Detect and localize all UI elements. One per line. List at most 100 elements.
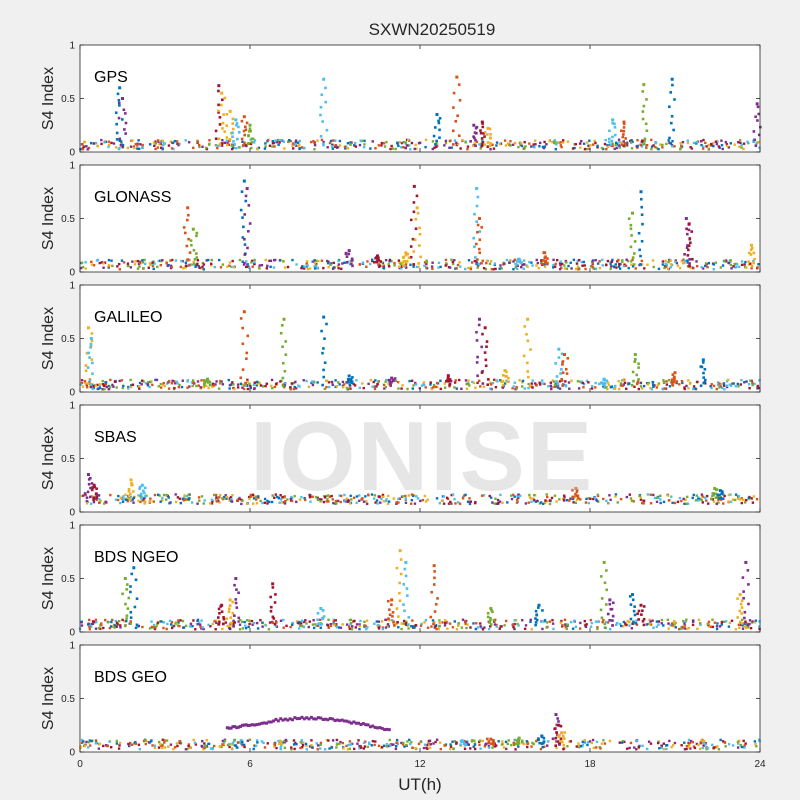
data-point bbox=[498, 627, 501, 630]
data-point bbox=[416, 211, 420, 215]
data-point bbox=[98, 261, 101, 265]
data-point bbox=[643, 139, 646, 142]
data-point bbox=[752, 130, 756, 133]
data-point bbox=[600, 146, 604, 150]
data-point bbox=[134, 578, 138, 582]
data-point bbox=[147, 380, 150, 384]
data-point bbox=[189, 622, 193, 626]
data-point bbox=[409, 218, 413, 222]
data-point bbox=[405, 620, 408, 624]
data-point bbox=[603, 581, 607, 585]
data-point bbox=[430, 625, 433, 628]
data-point bbox=[439, 747, 443, 751]
data-point bbox=[480, 226, 484, 229]
data-point bbox=[456, 114, 459, 118]
data-point bbox=[551, 379, 555, 382]
data-point bbox=[512, 385, 515, 388]
data-point bbox=[121, 97, 124, 100]
data-point bbox=[190, 263, 194, 266]
data-point bbox=[170, 258, 174, 262]
data-point bbox=[276, 138, 280, 142]
data-point bbox=[646, 383, 650, 386]
data-point bbox=[630, 139, 633, 142]
data-point bbox=[223, 96, 227, 100]
data-point bbox=[416, 497, 420, 500]
data-point bbox=[187, 497, 190, 501]
data-point bbox=[751, 383, 754, 387]
data-point bbox=[668, 385, 672, 388]
data-point bbox=[392, 379, 395, 383]
data-point bbox=[608, 494, 611, 497]
data-point bbox=[609, 498, 612, 502]
data-point bbox=[273, 745, 276, 748]
data-point bbox=[284, 353, 288, 356]
data-point bbox=[520, 266, 523, 269]
data-point bbox=[598, 266, 602, 270]
data-point bbox=[350, 257, 354, 261]
data-point bbox=[721, 386, 724, 390]
data-point bbox=[610, 260, 614, 263]
data-point bbox=[654, 145, 657, 149]
data-point bbox=[427, 742, 430, 745]
data-point bbox=[638, 248, 641, 252]
data-point bbox=[448, 378, 452, 381]
data-point bbox=[187, 743, 191, 746]
data-point bbox=[718, 382, 721, 385]
data-point bbox=[107, 265, 110, 268]
data-point bbox=[335, 746, 338, 749]
data-point bbox=[452, 143, 455, 146]
data-point bbox=[373, 387, 377, 391]
data-point bbox=[721, 740, 725, 743]
data-point bbox=[388, 738, 391, 742]
data-point bbox=[117, 262, 121, 266]
data-point bbox=[631, 370, 635, 374]
data-point bbox=[219, 605, 222, 608]
data-point bbox=[398, 591, 401, 595]
data-point bbox=[239, 317, 243, 320]
data-point bbox=[453, 259, 456, 262]
data-point bbox=[613, 384, 617, 388]
data-point bbox=[136, 144, 139, 147]
data-point bbox=[137, 494, 140, 497]
data-point bbox=[233, 621, 237, 624]
data-point bbox=[523, 387, 526, 390]
data-point bbox=[185, 494, 189, 498]
data-point bbox=[584, 624, 587, 627]
data-point bbox=[336, 499, 340, 503]
data-point bbox=[266, 742, 269, 745]
data-point bbox=[565, 372, 569, 375]
data-point bbox=[363, 745, 367, 748]
data-point bbox=[464, 493, 467, 497]
data-point bbox=[671, 373, 675, 376]
data-point bbox=[284, 499, 287, 503]
data-point bbox=[512, 260, 515, 263]
data-point bbox=[93, 485, 96, 489]
data-point bbox=[341, 386, 345, 389]
arc-point bbox=[357, 721, 361, 725]
data-point bbox=[331, 739, 335, 742]
data-point bbox=[476, 195, 480, 199]
data-point bbox=[410, 379, 414, 383]
data-point bbox=[692, 745, 696, 748]
data-point bbox=[474, 138, 477, 142]
data-point bbox=[594, 386, 597, 389]
data-point bbox=[293, 747, 296, 751]
data-point bbox=[81, 143, 84, 146]
data-point bbox=[152, 626, 156, 629]
data-point bbox=[574, 143, 577, 146]
data-point bbox=[514, 742, 518, 746]
data-point bbox=[701, 495, 704, 498]
data-point bbox=[121, 618, 124, 622]
data-point bbox=[239, 382, 243, 385]
data-point bbox=[447, 502, 451, 505]
data-point bbox=[598, 746, 601, 749]
data-point bbox=[665, 380, 668, 383]
data-point bbox=[589, 625, 593, 628]
data-point bbox=[363, 620, 366, 624]
data-point bbox=[571, 495, 575, 499]
data-point bbox=[673, 741, 677, 745]
data-point bbox=[424, 138, 428, 142]
data-point bbox=[524, 502, 528, 505]
data-point bbox=[274, 139, 277, 142]
data-point bbox=[625, 387, 628, 390]
